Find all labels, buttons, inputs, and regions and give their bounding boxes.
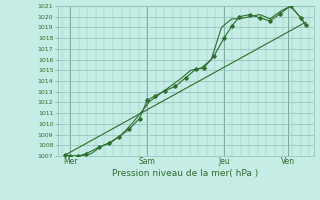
X-axis label: Pression niveau de la mer( hPa ): Pression niveau de la mer( hPa ) <box>112 169 259 178</box>
